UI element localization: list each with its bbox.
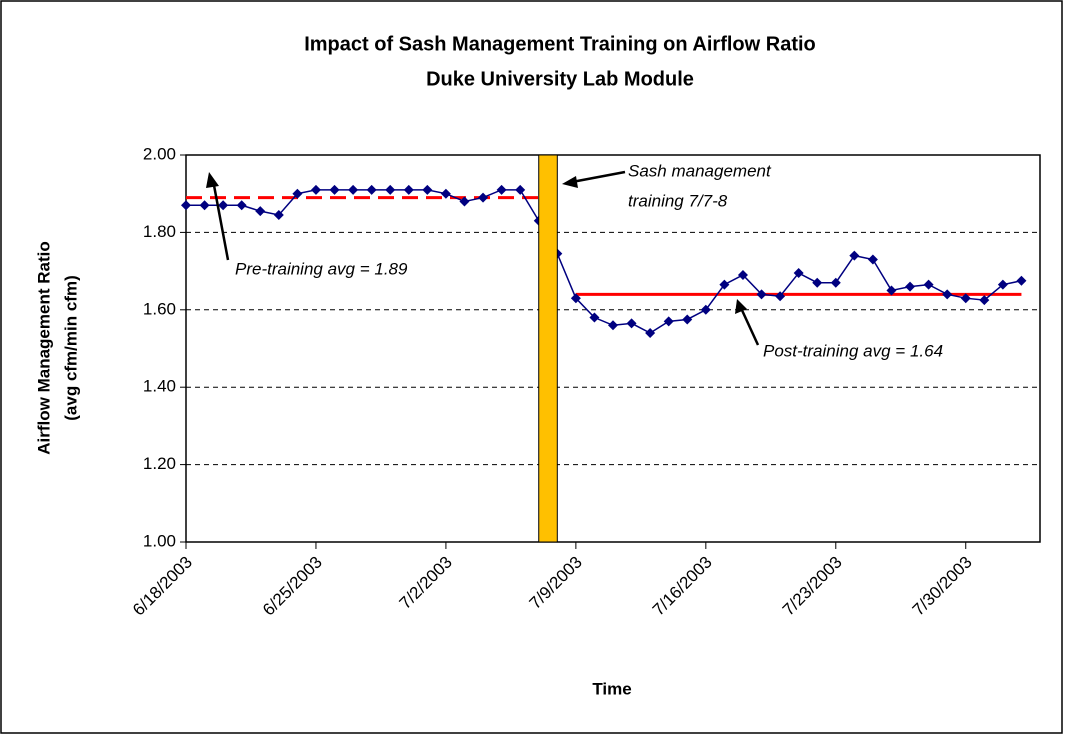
data-point bbox=[830, 277, 841, 288]
data-point bbox=[886, 285, 897, 296]
data-point bbox=[626, 318, 637, 329]
arrow bbox=[211, 179, 230, 261]
data-point bbox=[645, 328, 656, 339]
data-point bbox=[756, 289, 767, 300]
data-point bbox=[459, 196, 470, 207]
y-tick-label: 1.60 bbox=[143, 299, 176, 318]
annotation: Pre-training avg = 1.89 bbox=[235, 259, 408, 278]
y-axis-label: Airflow Management Ratio bbox=[34, 241, 53, 454]
y-tick-label: 1.00 bbox=[143, 531, 176, 550]
data-point bbox=[960, 293, 971, 304]
training-band bbox=[538, 154, 558, 543]
data-point bbox=[236, 200, 247, 211]
data-point bbox=[700, 304, 711, 315]
data-point bbox=[663, 316, 674, 327]
data-point bbox=[905, 281, 916, 292]
data-point bbox=[218, 200, 229, 211]
data-point bbox=[199, 200, 210, 211]
y-tick-label: 1.20 bbox=[143, 454, 176, 473]
chart-title: Impact of Sash Management Training on Ai… bbox=[304, 33, 816, 55]
x-axis-label: Time bbox=[592, 679, 631, 698]
data-point bbox=[403, 184, 414, 195]
data-point bbox=[478, 192, 489, 203]
arrow-head bbox=[206, 172, 219, 188]
data-point bbox=[942, 289, 953, 300]
chart-subtitle: Duke University Lab Module bbox=[426, 68, 694, 90]
data-point bbox=[812, 277, 823, 288]
y-tick-label: 2.00 bbox=[143, 144, 176, 163]
data-point bbox=[496, 184, 507, 195]
plot-background bbox=[186, 155, 1040, 542]
data-point bbox=[997, 279, 1008, 290]
data-point bbox=[292, 188, 303, 199]
data-point bbox=[255, 206, 266, 217]
data-point bbox=[682, 314, 693, 325]
data-point bbox=[310, 184, 321, 195]
arrow bbox=[739, 307, 760, 346]
data-point bbox=[1016, 275, 1027, 286]
data-point bbox=[273, 209, 284, 220]
data-point bbox=[181, 200, 191, 211]
arrow-head bbox=[735, 299, 747, 314]
data-point bbox=[608, 320, 618, 331]
annotations: Pre-training avg = 1.89 Post-training av… bbox=[206, 161, 943, 360]
data-point bbox=[719, 279, 730, 290]
data-point bbox=[849, 250, 860, 261]
arrow bbox=[571, 170, 626, 184]
data-point bbox=[979, 295, 990, 306]
data-point bbox=[923, 279, 934, 290]
data-point bbox=[793, 268, 804, 279]
data-point bbox=[775, 291, 786, 302]
data-point bbox=[366, 184, 377, 195]
annotation: Post-training avg = 1.64 bbox=[763, 341, 943, 360]
annotation: Sash management bbox=[628, 161, 772, 180]
data-point bbox=[385, 184, 396, 195]
y-tick-label: 1.80 bbox=[143, 222, 176, 241]
arrow-head bbox=[562, 176, 578, 188]
y-axis-label: (avg cfm/min cfm) bbox=[61, 275, 80, 420]
data-point bbox=[348, 184, 359, 195]
annotation: training 7/7-8 bbox=[628, 191, 728, 210]
data-point bbox=[589, 312, 600, 323]
plot-border bbox=[185, 154, 1041, 543]
data-point bbox=[329, 184, 340, 195]
y-tick-label: 1.40 bbox=[143, 377, 176, 396]
data-point bbox=[515, 184, 526, 195]
data-point bbox=[737, 269, 748, 280]
data-point bbox=[440, 188, 451, 199]
data-point bbox=[867, 254, 878, 265]
data-line bbox=[186, 189, 1022, 334]
data-point bbox=[570, 293, 581, 304]
data-point bbox=[422, 184, 433, 195]
